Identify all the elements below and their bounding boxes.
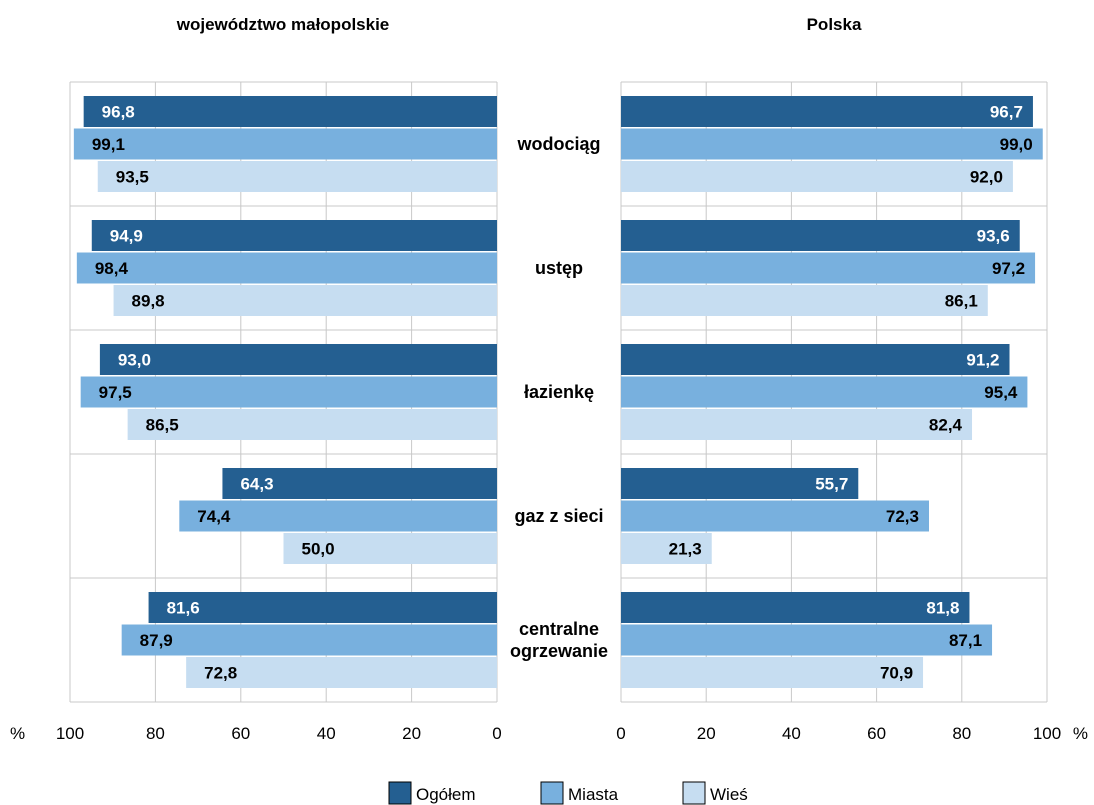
unit-label: %: [1073, 724, 1088, 743]
data-label-ogolem: 93,6: [977, 227, 1010, 246]
category-label-gaz-z-sieci: gaz z sieci: [514, 506, 603, 526]
category-label-centralne-ogrzewanie: centralne ogrzewanie: [510, 619, 608, 661]
category-label-wodociag: wodociąg: [516, 134, 600, 154]
data-label-wies: 70,9: [880, 664, 913, 683]
category-label-line: gaz z sieci: [514, 506, 603, 526]
data-label-wies: 82,4: [929, 416, 963, 435]
bar-wies: [97, 161, 497, 192]
tick-label: 80: [952, 724, 971, 743]
bar-ogolem: [222, 468, 497, 499]
data-label-ogolem: 91,2: [966, 351, 999, 370]
data-label-wies: 50,0: [302, 540, 335, 559]
data-label-miasta: 87,1: [949, 631, 982, 650]
labels-layer: województwo małopolskie 96,8 99,1 93,5 94,9 9…: [92, 15, 1033, 683]
bar-ogolem: [621, 96, 1033, 127]
bar-ogolem: [83, 96, 497, 127]
data-label-wies: 86,5: [146, 416, 179, 435]
tick-label: 80: [146, 724, 165, 743]
tick-label: 60: [231, 724, 250, 743]
data-label-ogolem: 94,9: [110, 227, 143, 246]
data-label-ogolem: 96,8: [102, 103, 135, 122]
tick-label: 40: [317, 724, 336, 743]
data-label-wies: 21,3: [669, 540, 702, 559]
data-label-miasta: 87,9: [140, 631, 173, 650]
category-label-line: ogrzewanie: [510, 641, 608, 661]
data-label-miasta: 72,3: [886, 507, 919, 526]
legend-swatch-wies: [682, 781, 706, 805]
data-label-ogolem: 55,7: [815, 475, 848, 494]
bar-miasta: [80, 376, 498, 408]
tick-label: 20: [697, 724, 716, 743]
data-label-ogolem: 81,6: [167, 599, 200, 618]
data-label-wies: 89,8: [132, 292, 165, 311]
bar-ogolem: [91, 220, 497, 251]
data-label-wies: 86,1: [945, 292, 978, 311]
bar-miasta: [621, 376, 1028, 408]
bar-wies: [621, 161, 1013, 192]
bar-miasta: [621, 128, 1043, 160]
bar-wies: [113, 285, 497, 316]
bar-ogolem: [148, 592, 497, 623]
tick-label: 100: [1033, 724, 1061, 743]
bar-wies: [621, 285, 988, 316]
tick-label: 0: [616, 724, 625, 743]
bar-miasta: [121, 624, 498, 656]
data-label-miasta: 99,1: [92, 135, 125, 154]
bar-wies: [621, 657, 924, 688]
bar-miasta: [621, 252, 1036, 284]
bar-miasta: [621, 624, 993, 656]
legend-label-ogolem: Ogółem: [416, 785, 476, 804]
tick-label: 20: [402, 724, 421, 743]
data-label-wies: 92,0: [970, 168, 1003, 187]
legend: Ogółem Miasta Wieś: [388, 781, 748, 805]
bar-ogolem: [621, 468, 859, 499]
category-label-ustep: ustęp: [535, 258, 583, 278]
axis-layer: 0 20 40 60 80 100 0 20 40 60 80 100%%: [10, 724, 1088, 743]
bar-miasta: [73, 128, 497, 160]
bar-miasta: [179, 500, 497, 532]
bars-layer: [73, 96, 1043, 688]
bar-wies: [186, 657, 498, 688]
panel-title-wojewodztwo-malopolskie: województwo małopolskie: [176, 15, 390, 34]
tick-label: 100: [56, 724, 84, 743]
bar-ogolem: [621, 344, 1010, 375]
data-label-miasta: 97,5: [99, 383, 132, 402]
bar-ogolem: [621, 220, 1020, 251]
data-label-ogolem: 96,7: [990, 103, 1023, 122]
data-label-miasta: 95,4: [984, 383, 1018, 402]
data-label-miasta: 99,0: [1000, 135, 1033, 154]
bar-wies: [283, 533, 497, 564]
legend-label-wies: Wieś: [710, 785, 748, 804]
legend-swatch-miasta: [540, 781, 564, 805]
tick-label: 60: [867, 724, 886, 743]
category-label-lazienke: łazienkę: [524, 382, 594, 402]
category-label-line: łazienkę: [524, 382, 594, 402]
data-label-ogolem: 81,8: [926, 599, 959, 618]
data-label-miasta: 97,2: [992, 259, 1025, 278]
category-label-line: ustęp: [535, 258, 583, 278]
category-label-line: centralne: [519, 619, 599, 639]
unit-label: %: [10, 724, 25, 743]
legend-label-miasta: Miasta: [568, 785, 619, 804]
data-label-wies: 93,5: [116, 168, 149, 187]
bar-miasta: [76, 252, 497, 284]
tick-label: 40: [782, 724, 801, 743]
data-label-wies: 72,8: [204, 664, 237, 683]
bar-wies: [127, 409, 498, 440]
data-label-ogolem: 64,3: [240, 475, 273, 494]
legend-swatch-ogolem: [388, 781, 412, 805]
category-label-line: wodociąg: [516, 134, 600, 154]
bar-miasta: [621, 500, 929, 532]
bar-wies: [621, 409, 973, 440]
bar-ogolem: [621, 592, 970, 623]
bar-ogolem: [99, 344, 497, 375]
tick-label: 0: [492, 724, 501, 743]
data-label-ogolem: 93,0: [118, 351, 151, 370]
data-label-miasta: 74,4: [197, 507, 231, 526]
data-label-miasta: 98,4: [95, 259, 129, 278]
bar-wies: [621, 533, 712, 564]
panel-title-polska: Polska: [807, 15, 862, 34]
